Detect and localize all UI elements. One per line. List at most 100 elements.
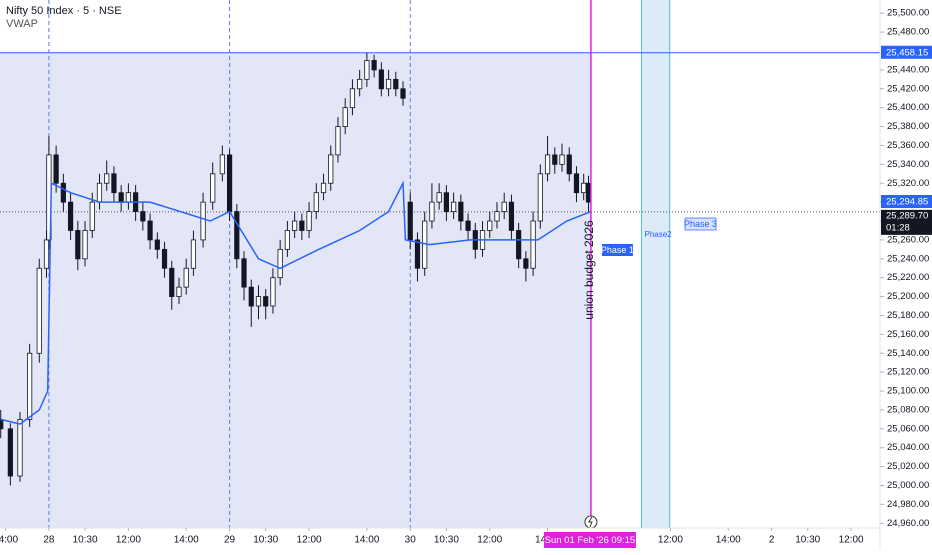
candle-body (407, 201, 413, 241)
y-tick-label: 25,380.00 (887, 121, 929, 132)
candle-body (494, 211, 500, 222)
phase-zone (641, 0, 670, 528)
candle-body (559, 154, 565, 165)
plot-area: union budget 2026 (0, 0, 880, 529)
candle-body (183, 267, 189, 288)
candle-body (436, 192, 442, 203)
price-badge (881, 209, 932, 235)
candle-body (140, 211, 146, 222)
y-tick-label: 25,080.00 (887, 404, 929, 415)
phase-label: Phase 1 (601, 245, 634, 255)
candle-body (53, 154, 59, 184)
candle-body (371, 60, 377, 71)
candle-body (544, 154, 551, 175)
x-tick-label: 10:30 (73, 535, 98, 546)
event-label: union budget 2026 (582, 220, 596, 320)
candle-body (585, 182, 592, 203)
y-tick-label: 25,140.00 (887, 348, 929, 359)
candle-body (27, 352, 33, 420)
y-tick-label: 25,260.00 (887, 234, 929, 245)
y-tick-label: 25,420.00 (887, 83, 929, 94)
y-tick-label: 25,000.00 (887, 480, 929, 491)
candle-body (234, 211, 240, 260)
y-tick-label: 25,180.00 (887, 310, 929, 321)
candle-body (378, 69, 384, 90)
x-tick-label: 10:30 (253, 535, 278, 546)
candle-body (75, 230, 81, 260)
phase-label: Phase 3 (684, 219, 717, 229)
y-tick-label: 25,200.00 (887, 291, 929, 302)
indicator-name: VWAP (6, 18, 38, 30)
time-badge-label: Sun 01 Feb '26 09:15 (545, 535, 636, 546)
candle-body (581, 182, 587, 194)
candle-body (566, 154, 572, 175)
countdown: 01:28 (886, 222, 910, 233)
candle-body (36, 267, 42, 354)
candle-body (0, 418, 4, 430)
candle-body (96, 182, 103, 203)
candle-body (573, 173, 580, 194)
candle-body (306, 211, 312, 231)
y-tick-label: 25,400.00 (887, 102, 929, 113)
chart-title: Nifty 50 Index · 5 · NSE (6, 5, 122, 17)
x-tick-label: 12:00 (839, 535, 864, 546)
phase-box (684, 217, 717, 231)
price-axis (880, 0, 932, 550)
candle-body (43, 239, 50, 269)
y-tick-label: 25,480.00 (887, 27, 929, 38)
candle-body (465, 220, 471, 231)
candle-body (443, 192, 449, 212)
candle-body (161, 248, 168, 269)
x-tick-label: 2 (769, 535, 775, 546)
x-tick-label: 12:00 (477, 535, 502, 546)
candle-body (219, 154, 225, 175)
candle-body (176, 286, 182, 297)
candle-body (284, 230, 290, 250)
candle-body (451, 201, 457, 212)
candle-body (349, 88, 356, 109)
candle-body (248, 286, 254, 307)
candle-body (552, 154, 558, 165)
candle-body (523, 258, 529, 269)
candle-body (210, 173, 216, 203)
y-tick-label: 24,980.00 (887, 499, 929, 510)
candle-body (125, 192, 131, 203)
candle-body (458, 201, 464, 222)
price-badge (881, 45, 932, 59)
candle-body (328, 154, 334, 184)
candle-body (7, 428, 13, 477)
vwap-line (0, 180, 592, 425)
candle-body (89, 201, 95, 231)
candle-body (17, 418, 23, 477)
time-badge (543, 532, 636, 548)
y-tick-label: 24,960.00 (887, 518, 929, 529)
y-tick-label: 25,360.00 (887, 140, 929, 151)
y-tick-label: 25,340.00 (887, 159, 929, 170)
x-tick-label: 29 (224, 535, 236, 546)
phase-label: Phase2 (645, 230, 673, 239)
y-tick-label: 25,220.00 (887, 272, 929, 283)
candle-body (429, 201, 435, 222)
x-tick-label: 30 (405, 535, 417, 546)
phase-box (601, 244, 633, 256)
candle-body (190, 239, 197, 269)
x-tick-label: 14:00 (354, 535, 379, 546)
y-tick-label: 25,500.00 (887, 8, 929, 19)
candle-body (364, 60, 370, 80)
highlight-zone (0, 52, 591, 528)
candle-body (414, 239, 421, 269)
y-tick-label: 25,440.00 (887, 64, 929, 75)
y-tick-label: 25,020.00 (887, 461, 929, 472)
candle-body (400, 88, 406, 99)
y-tick-label: 25,320.00 (887, 178, 929, 189)
candle-body (335, 126, 341, 156)
price-badge (881, 194, 932, 208)
candle-body (200, 201, 206, 241)
candle-body (67, 201, 74, 231)
candle-body (385, 78, 392, 90)
alert-bolt (588, 516, 593, 528)
candle-body (537, 173, 543, 222)
candle-body (111, 173, 117, 194)
candle-body (487, 220, 493, 231)
